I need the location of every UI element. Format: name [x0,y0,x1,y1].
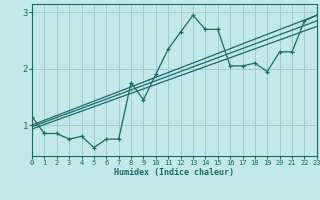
X-axis label: Humidex (Indice chaleur): Humidex (Indice chaleur) [115,168,234,177]
